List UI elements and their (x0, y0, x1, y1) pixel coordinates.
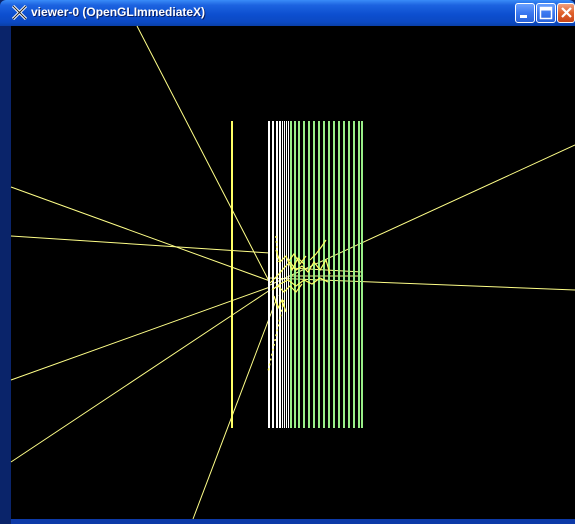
detector-layers-green (290, 121, 363, 428)
maximize-icon (539, 6, 553, 20)
x11-icon (12, 5, 27, 20)
track-lines (10, 25, 575, 520)
detector-layers-white (268, 121, 289, 428)
minimize-button[interactable] (515, 3, 535, 23)
opengl-viewport[interactable] (11, 26, 575, 524)
shower-cluster (269, 239, 331, 313)
shower-tail (267, 235, 285, 373)
minimize-icon (520, 15, 527, 18)
close-icon (561, 7, 572, 18)
window-border-left (0, 26, 11, 524)
title-bar[interactable]: viewer-0 (OpenGLImmediateX) (0, 0, 575, 26)
trigger-plane (231, 121, 233, 428)
window-title: viewer-0 (OpenGLImmediateX) (31, 5, 206, 19)
maximize-button[interactable] (536, 3, 556, 23)
window-border-bottom (11, 519, 575, 524)
